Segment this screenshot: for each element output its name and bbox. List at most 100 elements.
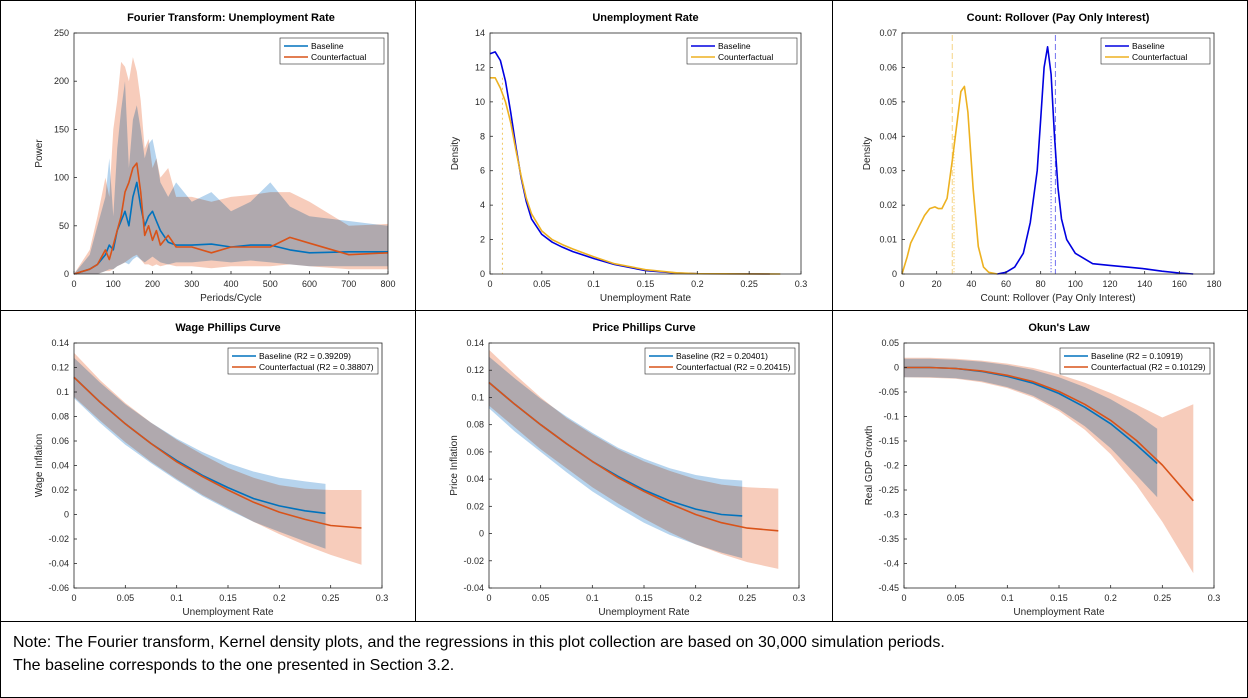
x-tick-label: 0.3: [793, 593, 806, 603]
confidence-band-counterfactual: [74, 352, 362, 565]
panel-unemployment-density: Unemployment Rate 0 0.05 0.1 0.15 0.2 0.25 0.3 0…: [415, 0, 833, 311]
y-tick-label: 0.12: [466, 365, 484, 375]
confidence-band-counterfactual: [489, 349, 779, 569]
x-tick-label: 0.3: [376, 593, 389, 603]
y-tick-label: 14: [475, 28, 485, 38]
plot-area: [902, 33, 1214, 274]
x-tick-label: 0.1: [170, 593, 183, 603]
x-tick-label: 80: [1036, 279, 1046, 289]
x-tick-label: 0.05: [533, 279, 551, 289]
y-tick-label: 0.07: [879, 28, 897, 38]
y-tick-label: 0.06: [879, 62, 897, 72]
chart-price-phillips: Price Phillips Curve 0 0.05 0.1 0.15 0.2 0.25 0…: [449, 322, 806, 618]
y-tick-label: -0.15: [878, 436, 899, 446]
x-tick-label: 160: [1172, 279, 1187, 289]
chart-rollover-density: Count: Rollover (Pay Only Interest) 0 20 40…: [862, 12, 1222, 304]
legend: Baseline (R2 = 0.10919)Counterfactual (R…: [1059, 347, 1211, 375]
legend-label-baseline: Baseline: [1132, 41, 1165, 51]
x-axis-label: Unemployment Rate: [598, 607, 690, 618]
y-tick-label: 0.03: [879, 166, 897, 176]
y-tick-label: -0.3: [883, 510, 899, 520]
y-tick-label: -0.4: [883, 559, 899, 569]
legend-box: [644, 347, 796, 375]
band-group: [74, 57, 388, 274]
x-tick-label: 0.2: [273, 593, 286, 603]
y-tick-label: 0.06: [51, 436, 69, 446]
panel-wage-phillips: Wage Phillips Curve 0 0.05 0.1 0.15 0.2 0.25 0.…: [0, 310, 416, 622]
x-tick-label: 0.1: [587, 279, 600, 289]
y-tick-label: 0: [64, 269, 69, 279]
x-tick-label: 0.2: [689, 593, 702, 603]
x-tick-label: 0: [487, 279, 492, 289]
legend-label-counterfactual: Counterfactual: [311, 52, 366, 62]
legend-box: [686, 37, 798, 65]
series-line-counterfactual: [73, 376, 362, 529]
y-axis-label: Price Inflation: [449, 435, 460, 496]
legend-label-counterfactual: Counterfactual (R2 = 0.38807): [259, 362, 374, 372]
legend-label-baseline: Baseline (R2 = 0.10919): [1091, 351, 1183, 361]
legend-box: [1100, 37, 1211, 65]
chart-title: Wage Phillips Curve: [175, 322, 280, 334]
figure-note: Note: The Fourier transform, Kernel dens…: [0, 621, 1248, 698]
y-tick-label: 0: [64, 510, 69, 520]
legend-box: [1059, 347, 1211, 375]
legend-label-baseline: Baseline (R2 = 0.20401): [676, 351, 768, 361]
y-tick-label: -0.04: [463, 583, 484, 593]
x-tick-label: 500: [263, 279, 278, 289]
band-group: [904, 357, 1194, 574]
y-tick-label: 200: [54, 76, 69, 86]
y-tick-label: -0.06: [48, 583, 69, 593]
x-axis-label: Unemployment Rate: [600, 293, 692, 304]
x-tick-label: 0.25: [322, 593, 340, 603]
series-line-counterfactual: [488, 381, 779, 532]
y-tick-label: -0.02: [463, 556, 484, 566]
chart-title: Price Phillips Curve: [592, 322, 695, 334]
y-tick-label: 0.12: [51, 363, 69, 373]
x-tick-label: 0: [71, 593, 76, 603]
legend-box: [279, 37, 385, 65]
y-tick-label: 100: [54, 173, 69, 183]
x-tick-label: 0.1: [586, 593, 599, 603]
x-axis-label: Periods/Cycle: [200, 293, 262, 304]
y-tick-label: 0.02: [879, 200, 897, 210]
y-tick-label: 0.02: [466, 501, 484, 511]
y-tick-label: 0.04: [51, 461, 69, 471]
plot-area: [490, 33, 801, 274]
confidence-band-counterfactual: [74, 57, 388, 274]
y-tick-label: 0: [894, 363, 899, 373]
y-tick-label: 0.05: [879, 97, 897, 107]
x-tick-label: 120: [1102, 279, 1117, 289]
y-tick-label: -0.2: [883, 461, 899, 471]
y-tick-label: 0: [479, 529, 484, 539]
y-axis-label: Density: [862, 137, 873, 170]
x-tick-label: 0.15: [219, 593, 237, 603]
legend-label-baseline: Baseline (R2 = 0.39209): [259, 351, 351, 361]
x-axis-label: Unemployment Rate: [182, 607, 274, 618]
chart-title: Fourier Transform: Unemployment Rate: [127, 12, 335, 24]
x-tick-label: 0.25: [740, 279, 758, 289]
confidence-band-counterfactual: [904, 357, 1194, 574]
chart-okun: Okun's Law 0 0.05 0.1 0.15 0.2 0.25 0.3 -0.45 -0.…: [864, 322, 1221, 618]
chart-fourier: Fourier Transform: Unemployment Rate 0 100…: [34, 12, 396, 304]
y-tick-label: 0.05: [881, 338, 899, 348]
x-tick-label: 140: [1137, 279, 1152, 289]
x-tick-label: 20: [932, 279, 942, 289]
x-tick-label: 0.25: [1154, 593, 1172, 603]
x-tick-label: 600: [302, 279, 317, 289]
series-line-baseline: [997, 45, 1194, 275]
panel-okun: Okun's Law 0 0.05 0.1 0.15 0.2 0.25 0.3 -0.45 -0.…: [832, 310, 1248, 622]
x-tick-label: 0.3: [1208, 593, 1221, 603]
y-tick-label: 10: [475, 97, 485, 107]
legend: Baseline (R2 = 0.39209)Counterfactual (R…: [227, 347, 379, 375]
chart-wage-phillips: Wage Phillips Curve 0 0.05 0.1 0.15 0.2 0.25 0.…: [34, 322, 389, 618]
legend-box: [227, 347, 379, 375]
x-tick-label: 0.05: [117, 593, 135, 603]
y-tick-label: 0.04: [879, 131, 897, 141]
note-line-2: The baseline corresponds to the one pres…: [13, 657, 455, 674]
legend-label-baseline: Baseline: [311, 41, 344, 51]
panel-price-phillips: Price Phillips Curve 0 0.05 0.1 0.15 0.2 0.25 0…: [415, 310, 833, 622]
x-tick-label: 0.15: [635, 593, 653, 603]
axes-box: [901, 32, 1215, 275]
